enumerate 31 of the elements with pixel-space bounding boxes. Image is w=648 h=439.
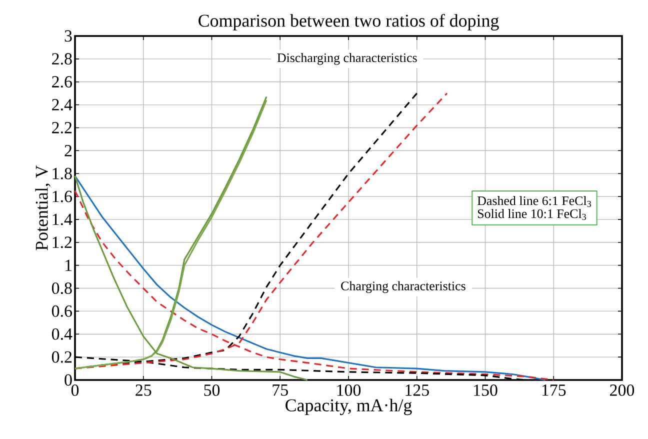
y-tick-label: 1.4: [52, 214, 72, 226]
y-tick-label: 3: [64, 30, 72, 42]
x-tick-label: 175: [542, 384, 566, 396]
y-tick-label: 2: [64, 145, 72, 156]
y-tick-label: 0.8: [52, 282, 72, 294]
x-tick-label: 150: [474, 384, 498, 396]
y-tick-label: 1.6: [52, 190, 72, 202]
y-tick-label: 1.8: [52, 168, 72, 180]
y-tick-label: 1.2: [52, 236, 72, 248]
annotation: Charging characteristics: [341, 281, 466, 293]
annotation: Solid line 10:1 FeCl$_{3}$: [478, 208, 586, 220]
y-tick-label: 2.8: [52, 53, 72, 65]
annotation: Dashed line 6:1 FeCl$_{3}$: [477, 196, 591, 207]
y-tick-label: 2.4: [52, 99, 72, 111]
y-tick-label: 0: [64, 374, 72, 386]
chart-title: Comparison between two ratios of doping: [198, 14, 499, 30]
y-tick-label: 0.4: [52, 328, 72, 340]
y-tick-label: 1: [66, 260, 72, 271]
x-tick-label: 100: [337, 384, 361, 396]
y-axis-title: Potential, V: [35, 165, 50, 250]
x-tick-label: 50: [204, 384, 220, 396]
y-tick-label: 2.2: [52, 122, 72, 134]
x-tick-label: 200: [610, 384, 634, 396]
x-tick-label: 25: [136, 384, 152, 396]
x-tick-label: 75: [272, 384, 288, 396]
y-tick-label: 0.6: [52, 305, 72, 317]
y-tick-label: 2.6: [52, 76, 72, 88]
y-tick-label: 0.2: [52, 351, 72, 363]
x-tick-label: 125: [406, 384, 429, 396]
x-axis-title: Capacity, mA·h/g: [286, 398, 412, 416]
annotation: Discharging characteristics: [277, 53, 417, 65]
